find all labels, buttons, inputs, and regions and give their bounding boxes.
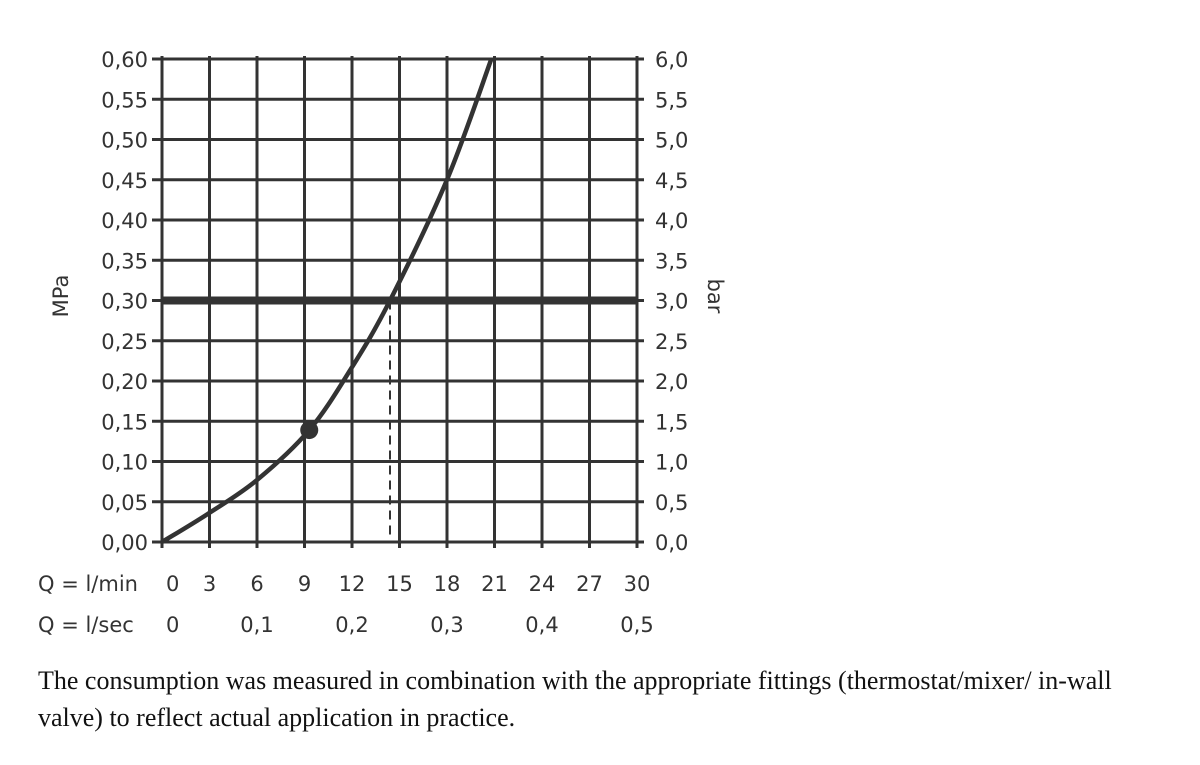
pressure-flow-chart: 0,00 0,00,05 0,50,10 1,00,15 1,50,20 2,00,25 2…: [38, 48, 727, 637]
x-tick-label: 15: [386, 572, 413, 596]
x-tick-label: 0,3: [430, 613, 463, 637]
y-right-tick-label: 2,5: [655, 330, 688, 354]
y-right-tick-label: 0,0: [655, 531, 688, 555]
y-right-tick-label: 0,5: [655, 491, 688, 515]
flow-curve: [160, 58, 494, 544]
y-right-tick-label: 5,0: [655, 129, 688, 153]
caption: The consumption was measured in combinat…: [38, 666, 1112, 732]
y-right-tick-label: 3,0: [655, 290, 688, 314]
y-right-tick-label: 4,5: [655, 169, 688, 193]
y-left-tick-label: 0,15: [101, 410, 148, 434]
x-tick-label: 30: [624, 572, 651, 596]
marks: [160, 58, 637, 544]
y-left-tick-label: 0,60: [101, 48, 148, 72]
x-tick-label: 21: [481, 572, 508, 596]
labels: 0,00 0,00,05 0,50,10 1,00,15 1,50,20 2,00,25 2…: [38, 48, 688, 637]
y-right-tick-label: 2,0: [655, 370, 688, 394]
x-tick-label: 0,5: [620, 613, 653, 637]
x-tick-label: 18: [434, 572, 461, 596]
x-axis-row-label: Q = l/min: [38, 572, 138, 596]
y-left-tick-label: 0,20: [101, 370, 148, 394]
x-tick-label: 9: [298, 572, 311, 596]
x-tick-label: 0: [166, 572, 179, 596]
x-tick-label: 0,1: [240, 613, 273, 637]
x-tick-label: 12: [339, 572, 366, 596]
y-right-tick-label: 5,5: [655, 88, 688, 112]
x-tick-label: 6: [250, 572, 263, 596]
y-right-tick-label: 1,5: [655, 410, 688, 434]
marker-point: [300, 421, 319, 440]
y-right-tick-label: 1,0: [655, 451, 688, 475]
y-right-tick-label: 4,0: [655, 209, 688, 233]
x-tick-label: 0,4: [525, 613, 558, 637]
y-left-tick-label: 0,30: [101, 290, 148, 314]
y-right-tick-label: 6,0: [655, 48, 688, 72]
y-left-tick-label: 0,35: [101, 249, 148, 273]
x-tick-label: 27: [576, 572, 603, 596]
x-tick-label: 0: [166, 613, 179, 637]
y-left-tick-label: 0,00: [101, 531, 148, 555]
y-left-tick-label: 0,40: [101, 209, 148, 233]
y-left-tick-label: 0,10: [101, 451, 148, 475]
y-left-tick-label: 0,05: [101, 491, 148, 515]
x-axis-row-label: Q = l/sec: [38, 613, 134, 637]
y-right-axis-label: bar: [703, 279, 727, 314]
x-tick-label: 3: [203, 572, 216, 596]
x-tick-label: 24: [529, 572, 556, 596]
y-left-tick-label: 0,55: [101, 88, 148, 112]
y-right-tick-label: 3,5: [655, 249, 688, 273]
y-left-tick-label: 0,25: [101, 330, 148, 354]
y-left-axis-label: MPa: [49, 275, 73, 318]
y-left-tick-label: 0,45: [101, 169, 148, 193]
x-tick-label: 0,2: [335, 613, 368, 637]
y-left-tick-label: 0,50: [101, 129, 148, 153]
